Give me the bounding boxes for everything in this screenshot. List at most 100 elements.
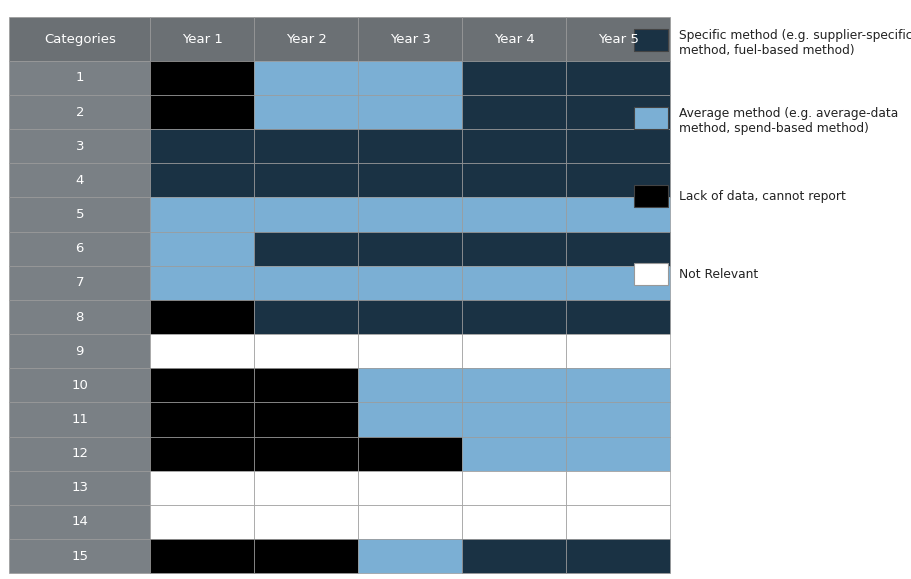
- Bar: [150, 300, 254, 334]
- Bar: [566, 539, 670, 573]
- Bar: [9, 402, 150, 437]
- Bar: [358, 539, 462, 573]
- Bar: [9, 129, 150, 163]
- Bar: [566, 505, 670, 539]
- Bar: [358, 266, 462, 300]
- Bar: [566, 197, 670, 232]
- Bar: [150, 197, 254, 232]
- Text: 4: 4: [76, 174, 84, 187]
- Bar: [566, 437, 670, 471]
- Text: 12: 12: [71, 447, 88, 460]
- Text: Year 5: Year 5: [598, 32, 638, 46]
- Text: 5: 5: [76, 208, 84, 221]
- Bar: [254, 61, 358, 95]
- Text: 6: 6: [76, 242, 84, 255]
- Bar: [566, 17, 670, 61]
- Bar: [633, 185, 668, 207]
- Bar: [150, 334, 254, 368]
- Bar: [633, 263, 668, 285]
- Bar: [358, 505, 462, 539]
- Bar: [254, 232, 358, 266]
- Bar: [9, 368, 150, 402]
- Bar: [9, 437, 150, 471]
- Bar: [462, 95, 566, 129]
- Bar: [150, 232, 254, 266]
- Bar: [254, 17, 358, 61]
- Bar: [358, 129, 462, 163]
- Bar: [254, 300, 358, 334]
- Bar: [633, 29, 668, 51]
- Bar: [358, 197, 462, 232]
- Bar: [150, 437, 254, 471]
- Bar: [462, 266, 566, 300]
- Bar: [462, 334, 566, 368]
- Bar: [254, 505, 358, 539]
- Bar: [150, 163, 254, 197]
- Bar: [633, 107, 668, 129]
- Bar: [254, 334, 358, 368]
- Bar: [150, 471, 254, 505]
- Bar: [566, 471, 670, 505]
- Bar: [462, 437, 566, 471]
- Text: 14: 14: [71, 515, 88, 529]
- Bar: [462, 129, 566, 163]
- Bar: [150, 368, 254, 402]
- Text: 1: 1: [76, 71, 84, 85]
- Text: 3: 3: [76, 140, 84, 153]
- Bar: [9, 471, 150, 505]
- Bar: [150, 539, 254, 573]
- Bar: [254, 368, 358, 402]
- Text: method, spend-based method): method, spend-based method): [679, 122, 868, 135]
- Bar: [150, 95, 254, 129]
- Bar: [358, 300, 462, 334]
- Text: Average method (e.g. average-data: Average method (e.g. average-data: [679, 107, 897, 120]
- Text: 13: 13: [71, 481, 88, 494]
- Bar: [9, 539, 150, 573]
- Bar: [462, 197, 566, 232]
- Bar: [9, 163, 150, 197]
- Bar: [462, 163, 566, 197]
- Bar: [462, 539, 566, 573]
- Text: Not Relevant: Not Relevant: [679, 268, 758, 281]
- Bar: [462, 402, 566, 437]
- Text: 2: 2: [76, 105, 84, 119]
- Bar: [9, 61, 150, 95]
- Bar: [254, 129, 358, 163]
- Bar: [150, 17, 254, 61]
- Bar: [462, 471, 566, 505]
- Text: Specific method (e.g. supplier-specific: Specific method (e.g. supplier-specific: [679, 29, 911, 42]
- Bar: [462, 61, 566, 95]
- Bar: [358, 402, 462, 437]
- Bar: [9, 232, 150, 266]
- Bar: [566, 402, 670, 437]
- Bar: [462, 232, 566, 266]
- Bar: [566, 368, 670, 402]
- Bar: [566, 232, 670, 266]
- Bar: [9, 266, 150, 300]
- Bar: [150, 505, 254, 539]
- Bar: [358, 437, 462, 471]
- Text: Year 1: Year 1: [182, 32, 222, 46]
- Bar: [566, 61, 670, 95]
- Bar: [566, 163, 670, 197]
- Text: Categories: Categories: [44, 32, 116, 46]
- Text: 7: 7: [76, 276, 84, 290]
- Bar: [566, 95, 670, 129]
- Bar: [358, 61, 462, 95]
- Bar: [9, 300, 150, 334]
- Bar: [566, 300, 670, 334]
- Text: 15: 15: [71, 549, 88, 563]
- Bar: [254, 197, 358, 232]
- Bar: [150, 129, 254, 163]
- Bar: [566, 266, 670, 300]
- Bar: [254, 163, 358, 197]
- Bar: [254, 437, 358, 471]
- Bar: [9, 95, 150, 129]
- Bar: [462, 17, 566, 61]
- Bar: [150, 266, 254, 300]
- Bar: [254, 471, 358, 505]
- Bar: [150, 402, 254, 437]
- Bar: [566, 334, 670, 368]
- Bar: [566, 129, 670, 163]
- Bar: [358, 232, 462, 266]
